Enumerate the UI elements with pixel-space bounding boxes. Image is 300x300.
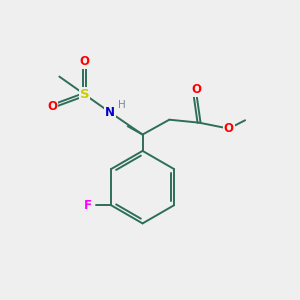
Text: F: F [83, 199, 92, 212]
Text: O: O [224, 122, 234, 135]
Text: O: O [191, 83, 201, 97]
Text: O: O [47, 100, 57, 113]
Text: O: O [80, 55, 90, 68]
Text: H: H [118, 100, 126, 110]
Text: S: S [80, 88, 89, 101]
Text: N: N [105, 106, 115, 119]
